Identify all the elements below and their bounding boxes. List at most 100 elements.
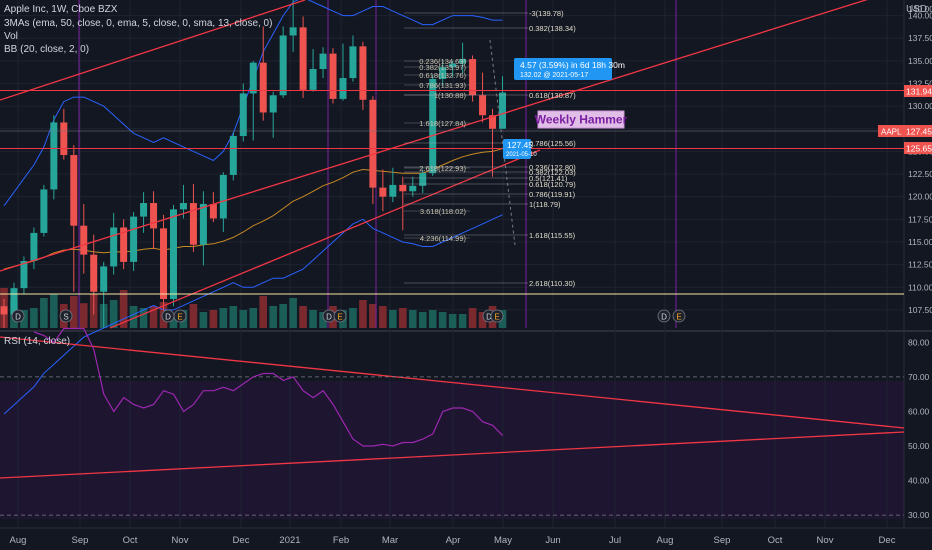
candle-body (229, 136, 237, 175)
volume-bar (209, 310, 218, 328)
fib-label: 0.382(133.97) (419, 63, 466, 72)
candle-body (409, 185, 417, 192)
price-axis[interactable]: 107.50 110.00 112.50 115.00 117.50 120.00 122.… (878, 4, 932, 520)
time-tick-label: Mar (382, 535, 398, 546)
volume-bar (129, 306, 138, 328)
fib-label: 0.618(120.79) (529, 180, 576, 189)
candle-body (249, 62, 257, 94)
price-tick-label: 137.50 (908, 33, 932, 43)
candle-body (70, 155, 78, 226)
fib-label: 0.618(132.76) (419, 71, 466, 80)
event-marker-label: D (486, 313, 492, 322)
fib-label: 1.618(115.55) (529, 231, 576, 240)
fib-label: 2.618(122.93) (419, 164, 466, 173)
symbol-legend[interactable]: Apple Inc, 1W, Cboe BZX (4, 4, 118, 15)
time-tick-label: May (494, 535, 512, 546)
event-marker (657, 309, 671, 323)
symbol-tag-bg (878, 125, 904, 137)
price-tooltip-date: 2021-05-10 (506, 152, 537, 158)
volume-bar (389, 310, 397, 328)
candle-body (389, 184, 397, 197)
volume-bar (428, 310, 437, 328)
weekly-hammer-box (537, 110, 625, 129)
volume-bar (289, 298, 297, 328)
candle-body (110, 227, 118, 267)
candle-body (169, 209, 177, 300)
volume-bar (319, 312, 327, 328)
price-tag-label: 127.45 (906, 127, 932, 137)
candle-body (429, 78, 437, 174)
candle-body (90, 254, 98, 292)
fib-label: 1.618(127.84) (419, 119, 466, 128)
candle-body (269, 95, 277, 113)
candle-body (369, 99, 377, 188)
fib-label: 0.236(122.80) (529, 163, 576, 172)
volume-bar (219, 308, 228, 328)
measure-text: 4.57 (3.59%) in 6d 18h 30m (520, 60, 625, 70)
volume-bar (109, 300, 118, 328)
volume-bar (359, 300, 367, 328)
candle-body (239, 93, 247, 137)
candle-body (0, 306, 8, 315)
price-tooltip-text: 127.45 (507, 140, 533, 150)
event-marker-label: D (15, 313, 21, 322)
candle-body (349, 46, 357, 79)
trendlines[interactable] (0, 0, 905, 479)
volume-bar (119, 290, 128, 328)
event-marker-label: E (177, 313, 182, 322)
time-tick-label: 2021 (279, 535, 300, 546)
rsi-line (33, 327, 504, 447)
candle-body (359, 46, 367, 100)
event-marker-label: E (676, 313, 681, 322)
time-tick-label: Oct (123, 535, 138, 546)
price-tooltip-box (503, 139, 531, 159)
volume-legend[interactable]: Vol (4, 31, 18, 42)
candle-body (329, 53, 337, 99)
candle-body (219, 174, 227, 219)
rsi-tick-label: 60.00 (908, 406, 930, 416)
symbol-tag-label: AAPL (881, 128, 902, 137)
candle-body (259, 62, 267, 113)
time-tick-label: Aug (10, 535, 27, 546)
price-top-label: 140.00 (908, 4, 932, 14)
time-tick-label: Feb (333, 535, 349, 546)
candle-body (10, 288, 18, 315)
volume-bar (20, 310, 28, 328)
price-tag-label: 131.94 (906, 87, 932, 97)
time-tick-label: Oct (768, 535, 783, 546)
time-tick-label: Nov (172, 535, 189, 546)
volume-bar (379, 306, 387, 328)
candle-body (489, 115, 497, 129)
volume-bar (79, 303, 88, 328)
volume-bar (139, 308, 148, 328)
fibonacci-levels[interactable]: -3(139.78) 0.382(138.34) 0.618(130.87) 0.78… (404, 9, 576, 288)
price-tick-label: 122.50 (908, 169, 932, 179)
time-tick-label: Dec (879, 535, 896, 546)
candle-body (459, 59, 467, 64)
candle-body (80, 225, 88, 255)
candle-body (120, 227, 128, 262)
rsi-legend[interactable]: RSI (14, close) (4, 336, 71, 347)
candle-body (60, 122, 68, 156)
candle-body (179, 203, 187, 210)
candle-body (299, 27, 307, 90)
volume-bar (269, 306, 277, 328)
bb-legend[interactable]: BB (20, close, 2, 0) (4, 44, 90, 55)
volume-bar (309, 310, 317, 328)
volume-bar (40, 298, 48, 328)
event-marker-label: S (63, 313, 68, 322)
ma-legend[interactable]: 3MAs (ema, 50, close, 0, ema, 5, close, … (4, 18, 273, 29)
candle-body (199, 203, 207, 245)
candle-body (379, 187, 387, 197)
volume-bar (408, 310, 417, 328)
measure-box (514, 58, 612, 80)
time-axis[interactable]: Aug Sep Oct Nov Dec 2021 Feb Mar Apr May Jun Jul Aug… (10, 535, 896, 546)
volume-bar (448, 314, 457, 328)
price-tag-bg (904, 85, 932, 97)
fib-label: 0.786(131.93) (419, 81, 466, 90)
fib-label: 1(130.88) (434, 91, 467, 100)
annotations[interactable]: 4.57 (3.59%) in 6d 18h 30m 132.02 @ 2021-… (503, 58, 628, 159)
price-tag-bg (904, 142, 932, 154)
